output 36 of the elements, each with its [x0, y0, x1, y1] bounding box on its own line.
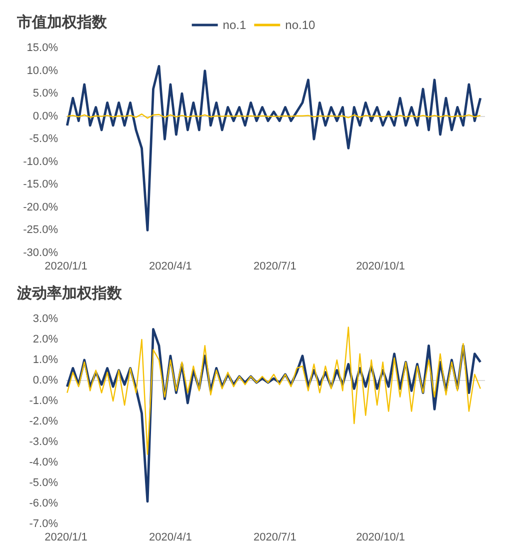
y-tick-label: -10.0% — [23, 156, 58, 168]
y-tick-label: 15.0% — [26, 42, 58, 54]
y-tick-label: -7.0% — [29, 518, 58, 530]
y-tick-label: -4.0% — [29, 456, 58, 468]
y-tick-label: 3.0% — [32, 313, 58, 325]
y-tick-label: 0.0% — [32, 374, 58, 386]
y-tick-label: -5.0% — [29, 133, 58, 146]
y-tick-label: 0.0% — [32, 110, 58, 122]
chart-title: 波动率加权指数 — [16, 284, 123, 302]
y-tick-label: -25.0% — [23, 224, 58, 236]
y-tick-label: -15.0% — [23, 178, 58, 191]
x-tick-label: 2020/7/1 — [254, 532, 296, 544]
x-tick-label: 2020/4/1 — [149, 260, 192, 272]
y-tick-label: 5.0% — [32, 88, 58, 100]
y-tick-label: -2.0% — [29, 416, 58, 428]
chart-title: 市值加权指数 — [16, 13, 108, 31]
y-tick-label: 1.0% — [32, 354, 58, 366]
y-tick-label: 2.0% — [32, 334, 58, 346]
x-tick-label: 2020/1/1 — [44, 532, 88, 544]
y-tick-label: -30.0% — [23, 247, 58, 259]
x-tick-label: 2020/10/1 — [356, 532, 406, 544]
line-series — [66, 328, 482, 503]
y-tick-label: -5.0% — [29, 477, 58, 489]
legend-label: no.1 — [222, 18, 246, 32]
line-series — [66, 326, 482, 455]
x-tick-label: 2020/1/1 — [44, 260, 88, 272]
y-tick-label: -6.0% — [29, 498, 58, 510]
y-tick-label: -3.0% — [29, 436, 58, 448]
line-series — [66, 65, 482, 232]
y-tick-label: -1.0% — [29, 395, 58, 407]
y-tick-label: -20.0% — [23, 201, 58, 214]
legend-label: no.10 — [285, 18, 316, 32]
y-tick-label: 10.0% — [26, 64, 58, 77]
x-tick-label: 2020/7/1 — [254, 260, 296, 272]
x-tick-label: 2020/4/1 — [149, 532, 192, 544]
x-tick-label: 2020/10/1 — [356, 260, 406, 272]
